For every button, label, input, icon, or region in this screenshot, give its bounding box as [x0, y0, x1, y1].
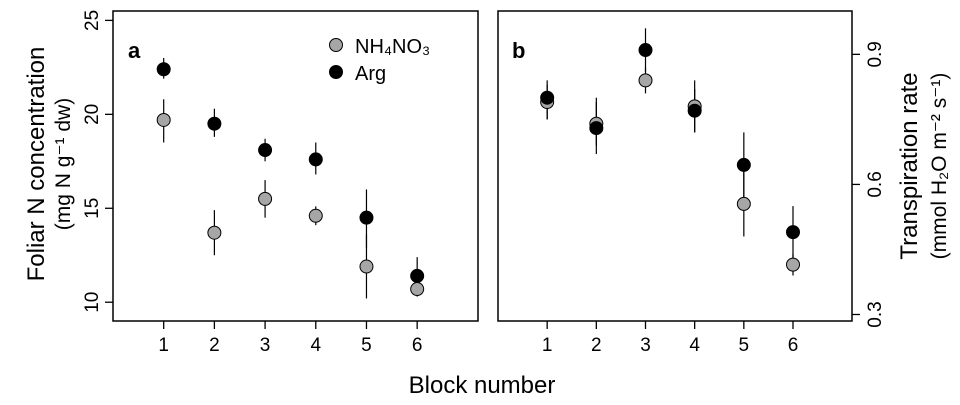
panel-a-point-nh4no3 [207, 225, 222, 240]
panel-b-frame [497, 10, 853, 322]
legend-label-arg: Arg [355, 63, 386, 85]
panel-a-frame [112, 10, 479, 322]
panel-a-xtick-label: 5 [361, 335, 372, 356]
panel-a-point-nh4no3 [258, 191, 273, 206]
panel-b-ylabel-group: Transpiration rate (mmol H₂O m⁻² s⁻¹) [896, 72, 951, 259]
panel-b-ytick-label: 0.3 [865, 301, 886, 327]
panel-a-ylabel-group: Foliar N concentration (mg N g⁻¹ dw) [23, 47, 75, 282]
panel-a-point-nh4no3 [359, 259, 374, 274]
panel-b-point-arg [589, 121, 604, 136]
panel-a-point-arg [359, 210, 374, 225]
panel-b-plot: 1 2 3 4 5 6 0.3 0.6 0.9 [540, 28, 886, 356]
panel-a-xtick-label: 6 [412, 335, 423, 356]
panel-a-xtick-label: 1 [158, 335, 169, 356]
panel-a-xtick-label: 3 [260, 335, 271, 356]
panel-b-point-arg [687, 103, 702, 118]
panel-b-ylabel-units: (mmol H₂O m⁻² s⁻¹) [928, 73, 951, 260]
panel-b-xtick-label: 4 [689, 335, 700, 356]
panel-a-point-nh4no3 [410, 282, 425, 297]
panel-a-point-arg [258, 143, 273, 158]
panel-b-xtick-label: 6 [788, 335, 799, 356]
panel-a-point-nh4no3 [308, 208, 323, 223]
panel-b-xtick-label: 5 [739, 335, 750, 356]
panel-a-label: a [128, 38, 141, 63]
panel-b-point-arg [540, 90, 555, 105]
panel-a-ytick-label: 15 [82, 198, 103, 219]
panel-a-ytick-label: 10 [82, 292, 103, 313]
panel-b-label: b [512, 38, 525, 63]
panel-b-xtick-label: 1 [542, 335, 553, 356]
x-axis-label: Block number [409, 372, 556, 399]
panel-b-xtick-label: 2 [591, 335, 602, 356]
legend-marker-nh4no3 [329, 38, 343, 52]
panel-a-ylabel-units: (mg N g⁻¹ dw) [52, 98, 75, 230]
legend-label-nh4no3: NH₄NO₃ [355, 36, 430, 58]
panel-b-point-nh4no3 [736, 196, 751, 211]
legend: NH₄NO₃ Arg [329, 36, 430, 85]
panel-a-xtick-label: 4 [310, 335, 321, 356]
panel-a-point-arg [156, 62, 171, 77]
panel-a-xtick-label: 2 [209, 335, 220, 356]
panel-b-ytick-label: 0.6 [865, 171, 886, 197]
panel-a-plot: 1 2 3 4 5 6 10 15 20 25 [82, 10, 425, 356]
panel-a-ytick-label: 25 [82, 10, 103, 31]
panel-a-point-nh4no3 [156, 112, 171, 127]
panel-a-ylabel: Foliar N concentration [23, 47, 50, 282]
panel-b-point-arg [786, 225, 800, 240]
panel-a-point-arg [308, 152, 323, 167]
panel-b-xtick-label: 3 [640, 335, 651, 356]
panel-a-ytick-label: 20 [82, 104, 103, 125]
panel-a-point-arg [410, 268, 425, 283]
panel-b-point-nh4no3 [638, 73, 653, 88]
panel-b-point-nh4no3 [786, 257, 800, 272]
panel-b-ytick-label: 0.9 [865, 41, 886, 67]
legend-marker-arg [329, 65, 343, 79]
panel-b-point-arg [638, 43, 653, 58]
panel-b-ylabel: Transpiration rate [896, 72, 923, 259]
panel-a-point-arg [207, 116, 222, 131]
panel-b-point-arg [736, 157, 751, 172]
